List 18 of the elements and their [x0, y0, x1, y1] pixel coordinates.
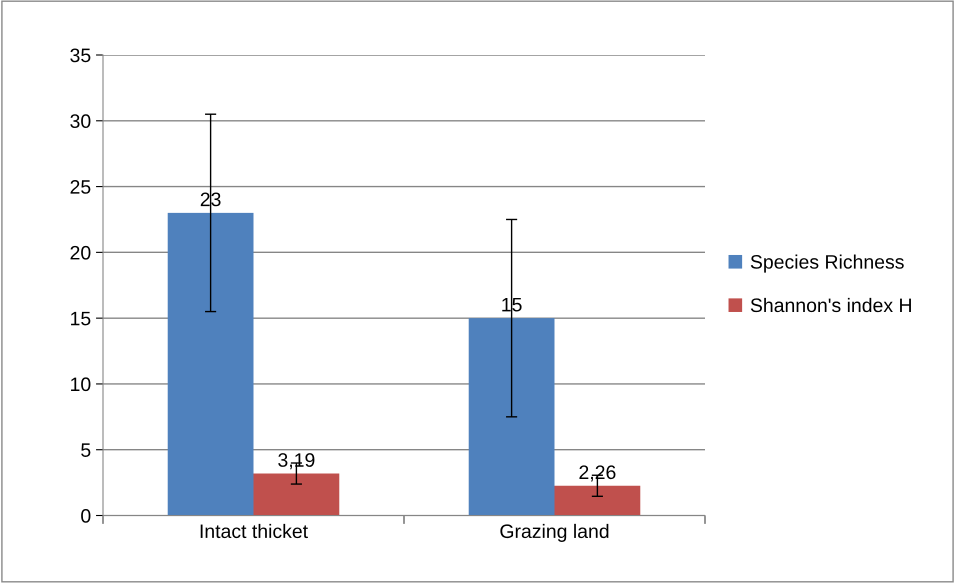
data-label: 3,19: [278, 453, 314, 470]
y-tick-label: 10: [71, 377, 90, 392]
bar: [168, 212, 254, 516]
y-tick-label: 0: [81, 508, 90, 523]
legend-label: Species Richness: [750, 254, 904, 273]
data-label: 2,26: [579, 465, 616, 482]
x-tick-label: Grazing land: [500, 524, 608, 542]
y-tick-label: 30: [70, 114, 90, 128]
bar: [468, 318, 554, 516]
bar: [554, 486, 640, 516]
x-tick-label: Intact thicket: [200, 524, 308, 538]
legend-label: Shannon's index H: [750, 298, 911, 312]
bar: [254, 474, 340, 516]
y-tick-label: 15: [71, 312, 90, 326]
y-tick-label: 20: [70, 246, 90, 260]
y-tick-label: 5: [81, 443, 90, 457]
y-tick-label: 35: [70, 48, 90, 62]
y-tick-label: 25: [70, 180, 90, 194]
